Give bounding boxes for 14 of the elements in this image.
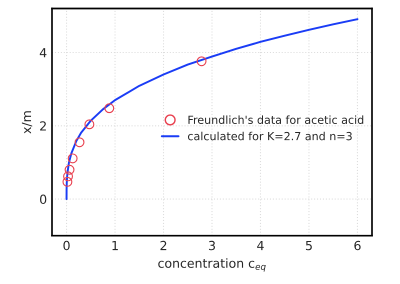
y-axis-title: x/m bbox=[22, 111, 32, 134]
x-tick-label: 5 bbox=[306, 240, 312, 250]
x-tick-label: 4 bbox=[257, 240, 264, 250]
x-tick-label: 0 bbox=[63, 240, 70, 250]
x-tick-label: 6 bbox=[354, 240, 361, 250]
x-tick-label: 1 bbox=[112, 240, 118, 250]
y-tick-label: 2 bbox=[40, 121, 46, 131]
legend-label: calculated for K=2.7 and n=3 bbox=[188, 132, 352, 140]
legend-label: Freundlich's data for acetic acid bbox=[188, 115, 364, 124]
y-tick-label: 4 bbox=[40, 48, 46, 58]
x-tick-label: 3 bbox=[208, 240, 215, 250]
x-axis-title: concentration c$_{eq}$ bbox=[158, 258, 266, 272]
y-tick-label: 0 bbox=[40, 194, 46, 204]
x-tick-label: 2 bbox=[160, 240, 166, 250]
